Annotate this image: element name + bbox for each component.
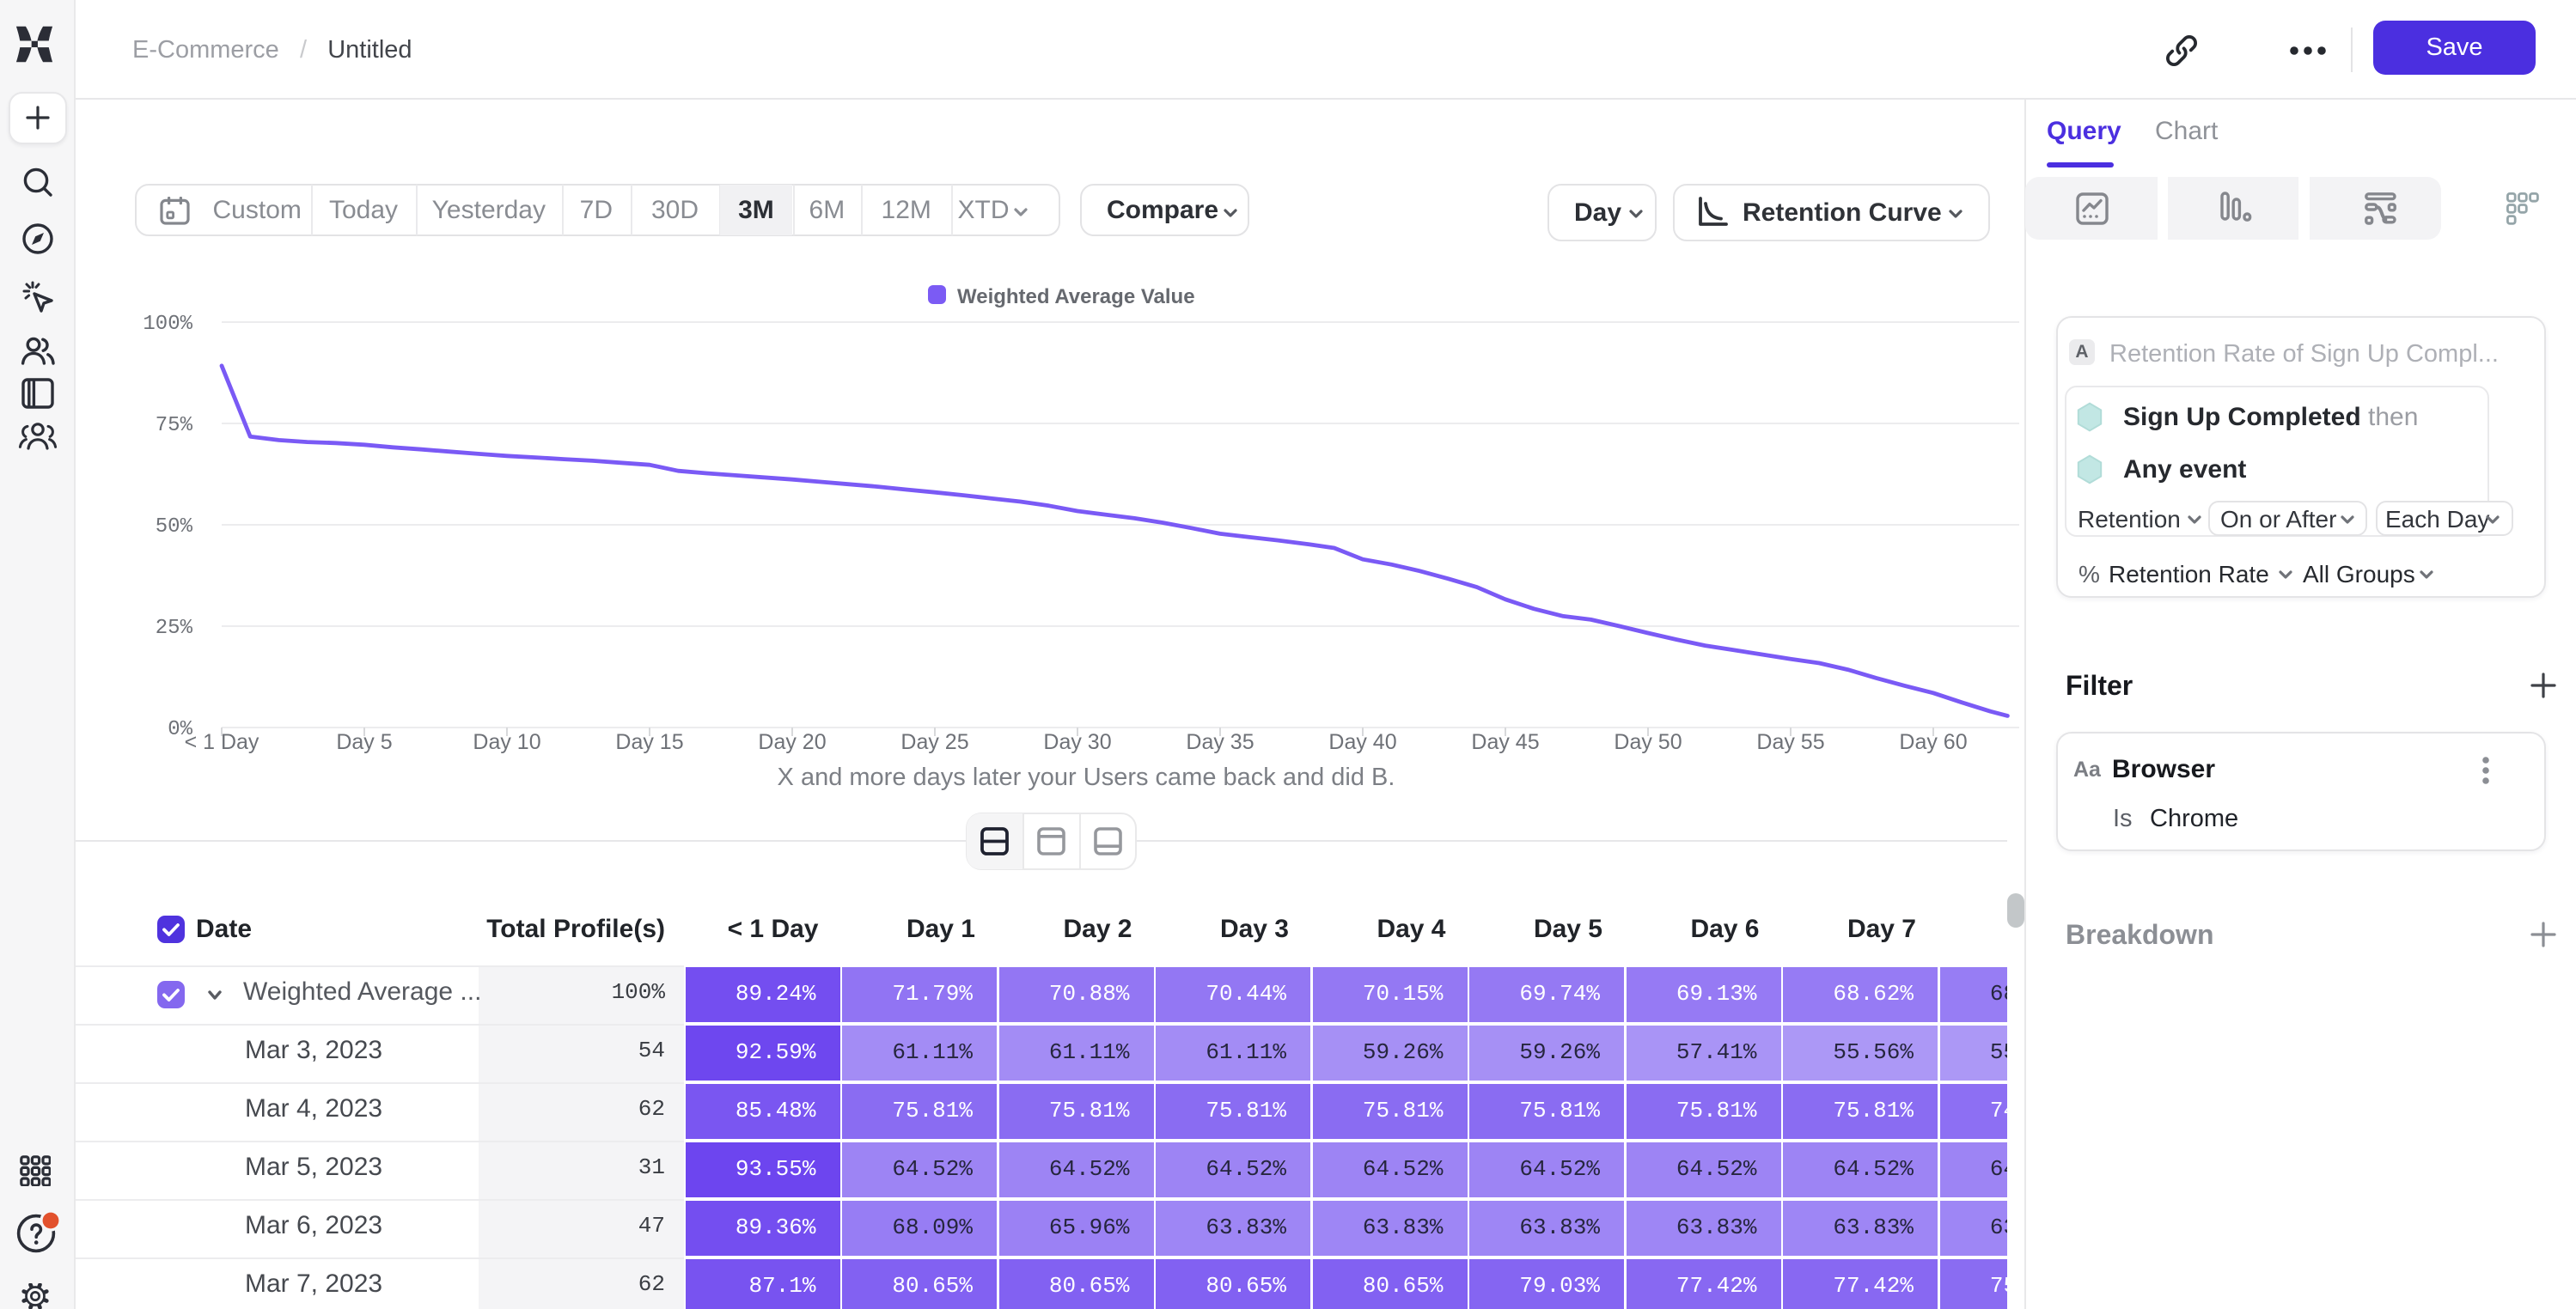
svg-text:X and more days later your Use: X and more days later your Users came ba… bbox=[778, 764, 1395, 791]
svg-text:50%: 50% bbox=[156, 515, 193, 539]
svg-text:Day 25: Day 25 bbox=[900, 730, 968, 754]
svg-text:Day 10: Day 10 bbox=[473, 730, 540, 754]
svg-text:Day 50: Day 50 bbox=[1614, 730, 1682, 754]
svg-text:Day 40: Day 40 bbox=[1328, 730, 1396, 754]
svg-text:Day 20: Day 20 bbox=[758, 730, 826, 754]
svg-text:25%: 25% bbox=[156, 617, 193, 640]
svg-text:100%: 100% bbox=[143, 313, 192, 336]
svg-text:0%: 0% bbox=[168, 718, 192, 741]
svg-text:< 1 Day: < 1 Day bbox=[185, 730, 259, 754]
svg-text:75%: 75% bbox=[156, 414, 193, 437]
svg-text:Day 5: Day 5 bbox=[336, 730, 392, 754]
svg-text:Day 55: Day 55 bbox=[1756, 730, 1824, 754]
svg-text:Day 45: Day 45 bbox=[1471, 730, 1539, 754]
svg-text:Day 35: Day 35 bbox=[1186, 730, 1254, 754]
svg-text:Day 15: Day 15 bbox=[615, 730, 683, 754]
svg-text:Day 60: Day 60 bbox=[1899, 730, 1967, 754]
svg-text:Day 30: Day 30 bbox=[1043, 730, 1111, 754]
svg-text:Weighted Average Value: Weighted Average Value bbox=[957, 285, 1195, 308]
